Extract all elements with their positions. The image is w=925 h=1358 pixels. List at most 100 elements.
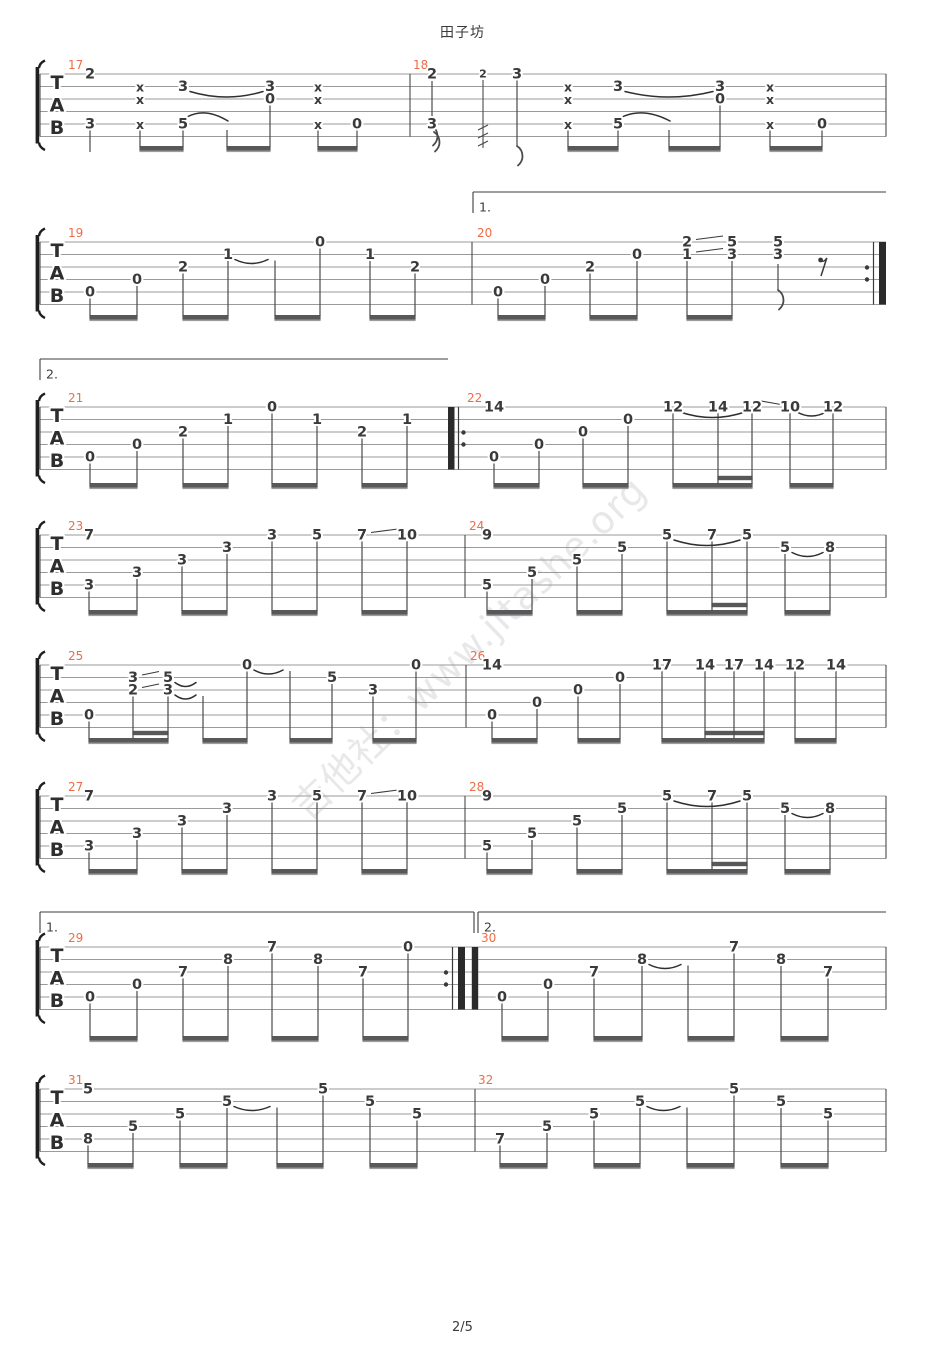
fret-number: 3 [128,670,138,686]
volta-label: 2. [484,920,496,935]
beam [577,738,621,743]
system-bracket-hook [37,392,46,402]
measure-number: 31 [68,1073,83,1087]
system-bracket-hook [37,520,46,530]
beam-shadow [88,742,169,745]
barline-thick [471,947,479,1010]
beam [372,738,417,743]
beam [686,1163,735,1168]
fret-number: 5 [327,670,337,686]
system-bracket [35,789,40,866]
system-bracket [35,1082,40,1159]
beam [784,610,831,615]
tab-clef-letter: B [50,450,64,472]
system-bracket-hook [37,1015,46,1025]
fret-number: 3 [85,117,95,133]
grace-slash [477,124,489,131]
beam-shadow [179,1167,228,1170]
slur [234,258,269,265]
tab-clef-letter: B [50,990,64,1012]
beam-shadow [362,1040,409,1043]
beam [668,146,721,151]
beam-shadow [87,1167,134,1170]
beam [361,869,408,874]
fret-number: 14 [754,658,774,674]
beam-shadow [493,487,540,490]
fret-number: 0 [497,990,507,1006]
fret-number: 1 [312,412,322,428]
fret-number: 0 [543,977,553,993]
beam-shadow [361,487,408,490]
beam-shadow [501,1040,549,1043]
beam [491,738,538,743]
beam-shadow [271,1040,319,1043]
beam-shadow [593,1167,641,1170]
beam [182,483,229,488]
measure-number: 22 [467,391,482,405]
beam-shadow [317,150,358,153]
beam-shadow [88,614,138,617]
tab-clef-letter: B [50,285,64,307]
beam [486,610,533,615]
measure-number: 28 [469,780,484,794]
system-bracket-hook [37,310,46,320]
slur [174,694,197,700]
fret-number: 5 [482,839,492,855]
fret-number: 0 [489,450,499,466]
fret-number: 5 [163,670,173,686]
fret-number: 5 [482,578,492,594]
beam-secondary [717,475,753,481]
fret-number: 3 [773,247,783,263]
fret-number: 5 [780,801,790,817]
beam [89,315,138,320]
volta-label: 1. [46,920,58,935]
fret-number: 17 [652,658,672,674]
fret-number: 2 [178,425,188,441]
beam-shadow [687,1040,735,1043]
tab-clef-letter: T [51,533,64,555]
beam [317,146,358,151]
beam-shadow [89,487,138,490]
system-bracket-hook [37,475,46,485]
system-bracket [35,67,40,144]
beam-shadow [181,614,228,617]
beam-shadow [593,1040,643,1043]
tab-clef-letter: T [51,794,64,816]
fret-number: 5 [312,789,322,805]
beam-shadow [491,742,538,745]
fret-number: 12 [785,658,805,674]
fret-number: 3 [427,117,437,133]
slur [253,669,284,675]
eighth-flag [516,145,524,167]
beam-shadow [182,487,229,490]
beam [289,738,333,743]
beam-shadow [577,742,621,745]
dead-note-x: x [136,80,144,95]
dead-note-x: x [564,117,572,132]
fret-number: 5 [613,117,623,133]
system-bracket-hook [37,650,46,660]
fret-number: 5 [823,1107,833,1123]
beam-shadow [369,319,416,322]
slide-line [370,789,399,795]
beam [89,483,138,488]
fret-number: 7 [357,528,367,544]
fret-number: 5 [742,528,752,544]
fret-number: 1 [223,412,233,428]
measure-number: 25 [68,649,83,663]
fret-number: 3 [613,79,623,95]
beam [276,1163,324,1168]
beam [139,146,184,151]
measure-number: 30 [481,931,496,945]
fret-number: 0 [493,285,503,301]
fret-number: 7 [823,965,833,981]
tab-clef-letter: B [50,839,64,861]
beam [780,1036,829,1041]
fret-number: 5 [572,814,582,830]
fret-number: 0 [487,708,497,724]
grace-slash [477,132,489,139]
fret-number: 7 [495,1132,505,1148]
fret-number: 3 [265,79,275,95]
grace-slash [477,140,489,147]
